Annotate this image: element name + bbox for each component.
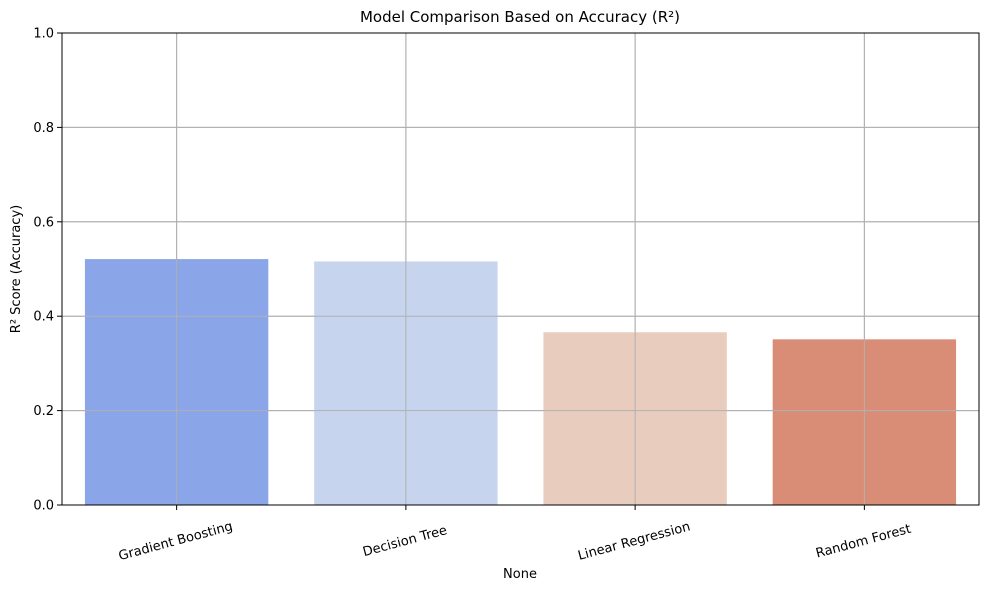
x-axis-label: None — [503, 567, 537, 582]
y-axis-label: R² Score (Accuracy) — [9, 205, 24, 333]
y-tick-label: 0.2 — [33, 404, 54, 419]
axes-frame — [61, 32, 980, 506]
x-tick-label: Linear Regression — [576, 519, 692, 563]
plot-frame — [61, 32, 980, 506]
y-axis-ticks: 0.0 0.2 0.4 0.6 0.8 1.0 — [33, 27, 62, 514]
y-tick-label: 0.8 — [33, 121, 54, 136]
y-tick-label: 1.0 — [33, 27, 54, 42]
chart-title: Model Comparison Based on Accuracy (R²) — [360, 8, 680, 26]
x-tick-label: Random Forest — [814, 522, 912, 562]
y-tick-label: 0.0 — [33, 499, 54, 514]
bars — [84, 259, 957, 505]
x-tick-label: Gradient Boosting — [117, 519, 234, 564]
x-tick-label: Decision Tree — [361, 523, 449, 560]
y-tick-label: 0.6 — [33, 215, 54, 230]
x-axis-ticks: Gradient Boosting Decision Tree Linear Reg… — [117, 505, 913, 564]
y-tick-label: 0.4 — [33, 310, 54, 325]
